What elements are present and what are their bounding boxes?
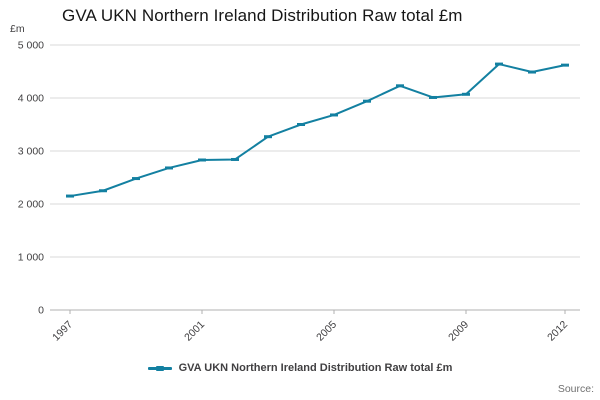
legend-line-icon <box>147 365 172 371</box>
x-tick-label: 2009 <box>446 319 471 344</box>
y-axis-unit-label: £m <box>10 23 25 35</box>
y-tick-label: 3 000 <box>18 146 44 158</box>
source-label: Source: <box>557 383 594 395</box>
x-tick-label: 2001 <box>182 319 207 344</box>
data-line <box>69 63 566 198</box>
x-tick-label: 2012 <box>545 319 570 344</box>
x-tick-label: 1997 <box>50 319 75 344</box>
y-tick-label: 1 000 <box>18 252 44 264</box>
x-tick-label: 2005 <box>314 319 339 344</box>
y-tick-label: 0 <box>38 305 44 317</box>
legend-label: GVA UKN Northern Ireland Distribution Ra… <box>178 362 453 374</box>
y-tick-label: 2 000 <box>18 199 44 211</box>
chart-title: GVA UKN Northern Ireland Distribution Ra… <box>62 6 463 25</box>
line-chart: 0 1 000 2 000 3 000 4 000 5 000 1997 2001 2005 20… <box>18 40 580 344</box>
legend: GVA UKN Northern Ireland Distribution Ra… <box>0 362 600 374</box>
y-tick-label: 4 000 <box>18 93 44 105</box>
y-tick-label: 5 000 <box>18 40 44 52</box>
